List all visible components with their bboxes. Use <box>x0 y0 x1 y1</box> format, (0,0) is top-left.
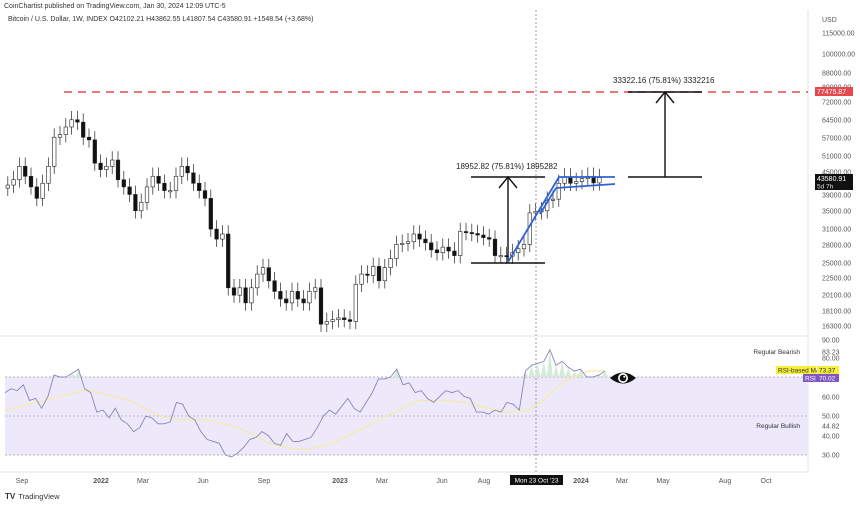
rsi-ma-line <box>4 370 605 450</box>
price-tick: 25000.00 <box>822 261 851 268</box>
target-price-badge <box>815 87 853 96</box>
time-tick: Sep <box>16 478 29 485</box>
price-tick: 100000.00 <box>822 52 855 59</box>
rsi-ma-legend-label: RSI-based MA <box>778 368 821 375</box>
price-tick: 16300.00 <box>822 324 851 331</box>
last-price-badge <box>815 174 853 190</box>
currency-label: USD <box>822 17 837 24</box>
price-tick: 45000.00 <box>822 170 851 177</box>
rsi-tick: 50.00 <box>822 414 840 421</box>
eye-icon[interactable] <box>610 372 636 384</box>
rsi-value-badge <box>817 374 839 382</box>
time-tick: 2022 <box>93 478 109 485</box>
time-tick: Jun <box>436 478 447 485</box>
tradingview-logo-icon: TV <box>5 492 16 501</box>
price-tick: 88000.00 <box>822 71 851 78</box>
price-tick: 115000.00 <box>822 31 855 38</box>
crosshair-time-badge <box>510 475 563 485</box>
time-tick: Aug <box>478 478 491 485</box>
rsi-legend-label: RSI <box>805 376 816 383</box>
tradingview-brand: TradingView <box>18 492 60 501</box>
time-tick: 2023 <box>332 478 348 485</box>
time-tick: 2024 <box>573 478 589 485</box>
price-tick: 72000.00 <box>822 100 851 107</box>
regular-bearish-label: Regular Bearish <box>753 349 800 356</box>
rsi-tick: 30.00 <box>822 453 840 460</box>
time-tick: Sep <box>258 478 271 485</box>
rsi-ma-value-badge <box>817 366 839 374</box>
time-tick: Mar <box>376 478 389 485</box>
time-axis[interactable]: Sep 2022 Mar Jun Sep 2023 Mar Jun Aug 2024 Mar May A… <box>16 478 772 485</box>
regular-bullish-label: Regular Bullish <box>756 423 800 430</box>
measure-tool-2[interactable]: 33322.16 (75.81%) 3332216 <box>613 76 715 178</box>
bar-countdown: 5d 7h <box>817 184 834 191</box>
arrow-up-icon <box>498 175 518 189</box>
time-tick: Mar <box>616 478 629 485</box>
time-tick: May <box>656 478 670 485</box>
rsi-tick: 80.00 <box>822 356 840 363</box>
price-tick: 18100.00 <box>822 309 851 316</box>
measure-2-label: 33322.16 (75.81%) 3332216 <box>613 76 715 85</box>
price-tick: 28000.00 <box>822 243 851 250</box>
time-tick: Mar <box>137 478 150 485</box>
crosshair-time-label: Mon 23 Oct '23 <box>515 478 559 485</box>
rsi-tick: 60.00 <box>822 395 840 402</box>
price-tick: 22500.00 <box>822 276 851 283</box>
rsi-ma-legend-badge <box>776 366 816 374</box>
publisher-line: CoinChartist published on TradingView.co… <box>4 3 226 10</box>
candlestick-series <box>5 110 602 332</box>
bull-flag-pattern[interactable] <box>507 176 616 263</box>
rsi-value: 70.02 <box>819 376 836 383</box>
price-tick: 35000.00 <box>822 209 851 216</box>
measure-tool-1[interactable]: 18952.82 (75.81%) 1895282 <box>456 162 558 264</box>
last-price-value: 43580.91 <box>817 176 846 183</box>
rsi-tick: 44.82 <box>822 424 840 431</box>
arrow-up-icon <box>655 90 675 104</box>
price-tick: 51000.00 <box>822 154 851 161</box>
time-tick: Aug <box>719 478 732 485</box>
price-tick: 20100.00 <box>822 293 851 300</box>
tradingview-watermark[interactable]: TV TradingView <box>5 492 60 501</box>
time-tick: Oct <box>761 478 772 485</box>
price-tick: 64500.00 <box>822 118 851 125</box>
price-tick: 57000.00 <box>822 136 851 143</box>
rsi-ma-value: 73.37 <box>819 368 836 375</box>
price-tick: 39000.00 <box>822 193 851 200</box>
rsi-line <box>4 348 606 458</box>
rsi-legend-badge <box>803 374 817 382</box>
time-tick: Jun <box>197 478 208 485</box>
rsi-tick: 40.00 <box>822 434 840 441</box>
rsi-tick: 83.23 <box>822 350 840 357</box>
price-tick: 31000.00 <box>822 227 851 234</box>
rsi-tick: 90.00 <box>822 338 840 345</box>
rsi-overbought-fill <box>50 349 609 377</box>
measure-1-label: 18952.82 (75.81%) 1895282 <box>456 162 558 171</box>
target-price-value: 77475.87 <box>817 89 846 96</box>
symbol-ohlc-line: Bitcoin / U.S. Dollar, 1W, INDEX O42102.… <box>8 16 314 23</box>
